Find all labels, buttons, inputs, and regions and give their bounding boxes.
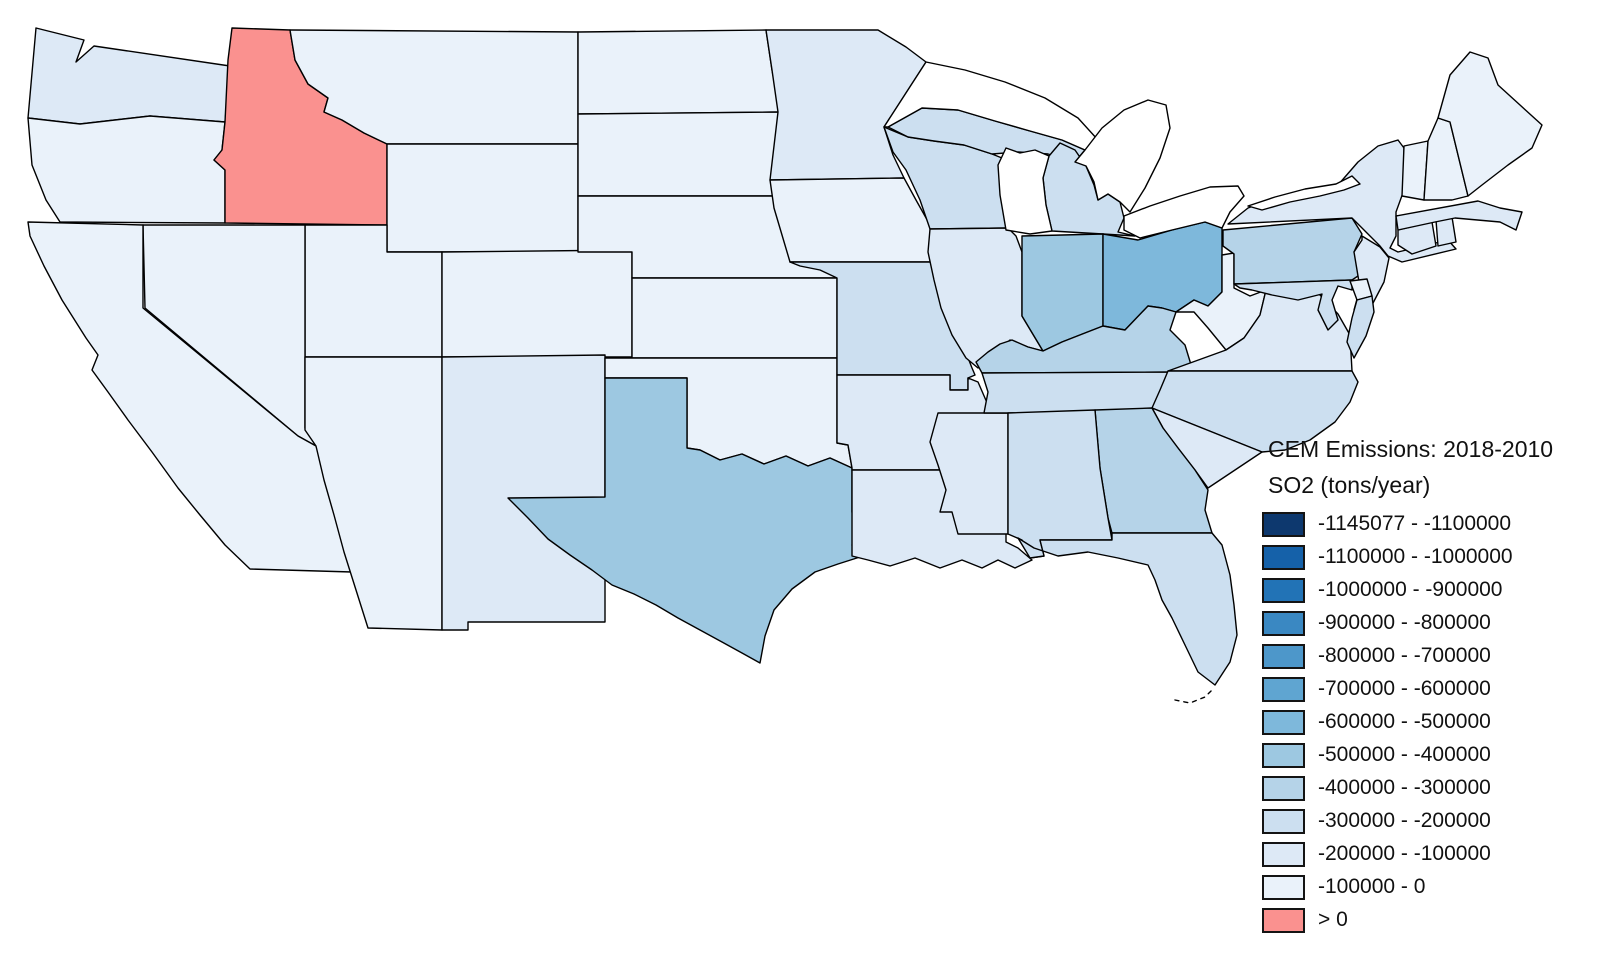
state-washington [27, 27, 231, 125]
state-texas [507, 377, 861, 664]
state-wyoming [386, 143, 579, 253]
lake-superior [883, 61, 1099, 151]
florida-keys [1174, 688, 1214, 704]
state-alabama [1007, 409, 1113, 559]
map-legend: CEM Emissions: 2018-2010 SO2 (tons/year)… [1262, 438, 1592, 933]
state-north-carolina [1151, 370, 1359, 453]
legend-label: -700000 - -600000 [1318, 677, 1491, 700]
legend-row: -400000 - -300000 [1262, 775, 1592, 801]
state-maryland-eastern-shore [1346, 295, 1375, 359]
legend-swatch [1262, 874, 1305, 900]
legend-swatch [1262, 544, 1305, 570]
state-maryland [1233, 279, 1353, 331]
state-pennsylvania [1222, 217, 1371, 285]
legend-row: -300000 - -200000 [1262, 808, 1592, 834]
legend-row: -700000 - -600000 [1262, 676, 1592, 702]
lake-huron [1074, 99, 1171, 213]
legend-row: -1145077 - -1100000 [1262, 511, 1592, 537]
legend-subtitle: SO2 (tons/year) [1268, 472, 1431, 498]
legend-swatch [1262, 775, 1305, 801]
state-north-dakota [577, 29, 781, 115]
legend-swatch [1262, 841, 1305, 867]
legend-row: -1100000 - -1000000 [1262, 544, 1592, 570]
legend-swatch [1262, 643, 1305, 669]
legend-label: -500000 - -400000 [1318, 743, 1491, 766]
legend-swatch [1262, 511, 1305, 537]
legend-row: -800000 - -700000 [1262, 643, 1592, 669]
state-california [27, 221, 353, 573]
state-iowa [769, 177, 941, 263]
legend-swatch [1262, 676, 1305, 702]
legend-label: -600000 - -500000 [1318, 710, 1491, 733]
state-florida [1017, 532, 1238, 686]
state-colorado [441, 249, 633, 358]
lake-ontario [1247, 175, 1361, 211]
lake-erie [1123, 185, 1245, 239]
legend-row: -1000000 - -900000 [1262, 577, 1592, 603]
legend-label: -200000 - -100000 [1318, 842, 1491, 865]
legend-swatch [1262, 808, 1305, 834]
state-new-mexico [441, 354, 606, 631]
legend-rows: -1145077 - -1100000 -1100000 - -1000000 -1… [1262, 511, 1592, 933]
legend-row: > 0 [1262, 907, 1592, 933]
legend-swatch [1262, 709, 1305, 735]
legend-row: -500000 - -400000 [1262, 742, 1592, 768]
legend-swatch [1262, 610, 1305, 636]
legend-label: -800000 - -700000 [1318, 644, 1491, 667]
legend-row: -600000 - -500000 [1262, 709, 1592, 735]
legend-row: -900000 - -800000 [1262, 610, 1592, 636]
state-south-dakota [577, 111, 793, 197]
state-oregon [27, 115, 226, 224]
legend-label: -300000 - -200000 [1318, 809, 1491, 832]
great-lakes-group [883, 61, 1361, 239]
legend-label: -900000 - -800000 [1318, 611, 1491, 634]
state-minnesota [765, 29, 927, 181]
states-group [27, 27, 1543, 686]
legend-label: > 0 [1318, 908, 1348, 931]
legend-swatch [1262, 577, 1305, 603]
legend-swatch [1262, 907, 1305, 933]
legend-label: -1000000 - -900000 [1318, 578, 1503, 601]
legend-row: -200000 - -100000 [1262, 841, 1592, 867]
legend-label: -400000 - -300000 [1318, 776, 1491, 799]
legend-label: -1145077 - -1100000 [1318, 512, 1512, 535]
legend-label: -1100000 - -1000000 [1318, 545, 1513, 568]
legend-row: -100000 - 0 [1262, 874, 1592, 900]
legend-title: CEM Emissions: 2018-2010 [1268, 436, 1554, 462]
legend-label: -100000 - 0 [1318, 875, 1426, 898]
state-maine [1437, 51, 1543, 197]
state-kansas [631, 277, 838, 359]
lake-michigan [997, 147, 1053, 235]
state-massachusetts [1395, 200, 1523, 231]
legend-swatch [1262, 742, 1305, 768]
